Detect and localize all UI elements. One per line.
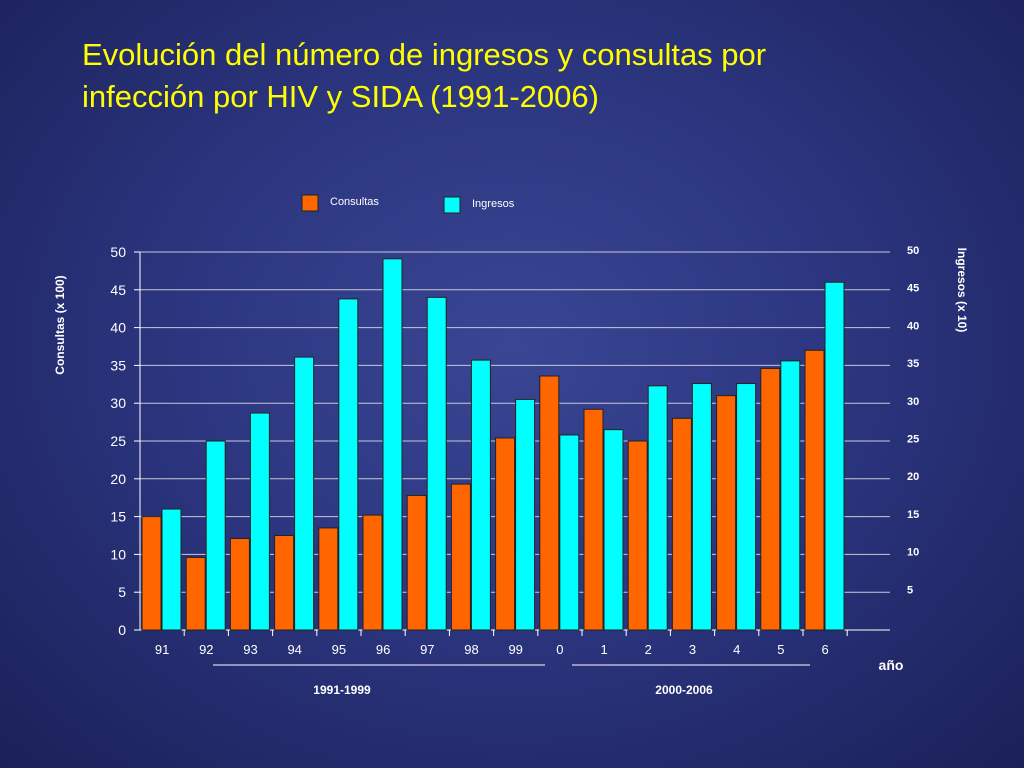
- bar-ingresos: [382, 258, 403, 631]
- bar-consultas: [229, 538, 250, 631]
- x-tick-label: 94: [287, 642, 301, 657]
- x-tick-label: 92: [199, 642, 213, 657]
- bar-consultas: [450, 483, 471, 631]
- x-tick-label: 2: [645, 642, 652, 657]
- y2-tick-label: 20: [907, 471, 919, 483]
- y-tick-label: 5: [118, 584, 126, 600]
- bar-ingresos: [603, 429, 624, 631]
- x-tick-label: 93: [243, 642, 257, 657]
- y-tick-label: 25: [110, 433, 126, 449]
- y2-tick-label: 40: [907, 320, 919, 332]
- y-tick-label: 20: [110, 471, 126, 487]
- y-tick-label: 40: [110, 320, 126, 336]
- y2-tick-label: 35: [907, 358, 919, 370]
- bar-ingresos: [161, 508, 182, 631]
- x-tick-label: 4: [733, 642, 740, 657]
- legend-swatch-ingresos: [443, 196, 461, 214]
- bar-consultas: [627, 440, 648, 631]
- period-label-1: 1991-1999: [313, 683, 371, 697]
- bar-consultas: [185, 556, 206, 631]
- bar-ingresos: [426, 296, 447, 631]
- bar-consultas: [716, 395, 737, 631]
- bar-consultas: [583, 408, 604, 631]
- bar-ingresos: [559, 434, 580, 631]
- bar-ingresos: [470, 359, 491, 631]
- bar-consultas: [141, 516, 162, 631]
- y-tick-label: 35: [110, 357, 126, 373]
- bar-ingresos: [824, 281, 845, 631]
- bar-consultas: [671, 417, 692, 631]
- bar-ingresos: [691, 383, 712, 631]
- legend-label-consultas: Consultas: [330, 196, 379, 208]
- title-line-1: Evolución del número de ingresos y consu…: [82, 37, 767, 72]
- period-label-2: 2000-2006: [655, 683, 713, 697]
- x-tick-label: 99: [508, 642, 522, 657]
- y2-axis-title: Ingresos (x 10): [955, 248, 969, 333]
- x-tick-label: 3: [689, 642, 696, 657]
- title-line-2: infección por HIV y SIDA (1991-2006): [82, 79, 599, 114]
- bar-consultas: [318, 527, 339, 631]
- x-tick-label: 91: [155, 642, 169, 657]
- x-axis-title: año: [879, 657, 904, 673]
- slide-title: Evolución del número de ingresos y consu…: [82, 34, 982, 118]
- y-tick-label: 15: [110, 509, 126, 525]
- y-tick-label: 30: [110, 395, 126, 411]
- bar-ingresos: [294, 356, 315, 631]
- bar-ingresos: [515, 398, 536, 631]
- legend-label-ingresos: Ingresos: [472, 198, 515, 210]
- x-tick-label: 96: [376, 642, 390, 657]
- x-tick-label: 6: [821, 642, 828, 657]
- y-tick-label: 10: [110, 546, 126, 562]
- x-tick-label: 1: [600, 642, 607, 657]
- y2-tick-label: 30: [907, 396, 919, 408]
- y-tick-label: 50: [110, 244, 126, 260]
- y2-tick-label: 50: [907, 245, 919, 257]
- bar-ingresos: [736, 383, 757, 631]
- y2-tick-label: 5: [907, 584, 913, 596]
- y-axis-title: Consultas (x 100): [53, 275, 67, 374]
- bar-ingresos: [205, 440, 226, 631]
- y-tick-label: 0: [118, 622, 126, 638]
- bar-consultas: [539, 375, 560, 631]
- bar-ingresos: [249, 412, 270, 631]
- bar-consultas: [804, 349, 825, 631]
- x-tick-label: 5: [777, 642, 784, 657]
- x-tick-label: 97: [420, 642, 434, 657]
- x-tick-label: 95: [332, 642, 346, 657]
- bar-consultas: [495, 437, 516, 631]
- y2-tick-label: 10: [907, 547, 919, 559]
- bar-consultas: [406, 494, 427, 631]
- bar-consultas: [274, 535, 295, 631]
- y-tick-label: 45: [110, 282, 126, 298]
- bar-ingresos: [338, 298, 359, 631]
- bar-ingresos: [647, 385, 668, 631]
- y2-tick-label: 45: [907, 283, 919, 295]
- x-tick-label: 98: [464, 642, 478, 657]
- bar-ingresos: [780, 360, 801, 631]
- legend-swatch-consultas: [301, 194, 319, 212]
- y2-tick-label: 25: [907, 434, 919, 446]
- y2-tick-label: 15: [907, 509, 919, 521]
- bar-consultas: [760, 367, 781, 631]
- bar-consultas: [362, 514, 383, 631]
- x-tick-label: 0: [556, 642, 563, 657]
